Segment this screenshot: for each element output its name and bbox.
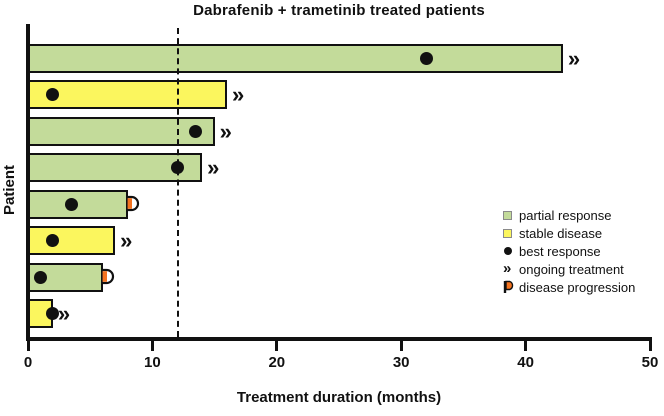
best-response-dot <box>33 270 47 284</box>
legend-item: partial response <box>503 206 635 224</box>
partial-response-swatch <box>503 210 512 220</box>
x-tick-label: 40 <box>517 354 534 371</box>
ongoing-treatment-chevron: » <box>567 46 580 71</box>
legend-item: stable disease <box>503 224 635 242</box>
best-response-dot <box>46 307 60 320</box>
patient-bar <box>28 44 563 73</box>
x-tick-label: 20 <box>268 354 286 371</box>
x-tick <box>150 341 154 351</box>
legend: partial response stable disease best respo… <box>503 206 635 296</box>
legend-label: stable disease <box>519 225 603 241</box>
disease-progression-flag-icon <box>503 280 514 293</box>
patient-bar <box>28 226 116 256</box>
legend-item: disease progression <box>503 278 635 296</box>
best-response-dot <box>65 197 79 211</box>
x-axis-line <box>26 337 652 341</box>
ongoing-treatment-chevron: » <box>219 118 232 144</box>
best-response-dot <box>419 52 433 65</box>
x-tick-label: 50 <box>641 354 659 371</box>
best-response-dot <box>189 124 203 138</box>
progression-flag-icon <box>100 268 115 290</box>
y-axis-line <box>26 24 30 341</box>
black-dot-icon <box>503 247 516 255</box>
green-square-icon <box>503 210 516 220</box>
ongoing-treatment-chevron: » <box>57 301 70 326</box>
x-tick <box>275 341 279 351</box>
legend-item: » ongoing treatment <box>503 260 635 278</box>
flag-icon <box>503 280 516 294</box>
x-tick-label: 0 <box>23 354 33 371</box>
y-axis-label: Patient <box>1 165 18 216</box>
patient-bar <box>28 116 215 146</box>
yellow-square-icon <box>503 228 516 238</box>
x-tick <box>399 341 403 351</box>
ongoing-treatment-chevron: » <box>120 228 132 254</box>
best-response-dot-icon <box>504 247 512 255</box>
legend-label: partial response <box>519 207 612 223</box>
ongoing-treatment-chevron: » <box>207 155 219 181</box>
plot-area: »»»»»» 0 10 20 30 40 50 <box>24 24 658 371</box>
patient-bar <box>28 153 203 183</box>
legend-label: best response <box>519 243 601 259</box>
x-tick <box>648 341 652 351</box>
chevrons-icon: » <box>503 260 516 277</box>
x-tick-label: 10 <box>144 354 161 371</box>
patient-bar <box>28 80 228 110</box>
legend-label: ongoing treatment <box>519 261 624 277</box>
progression-flag-icon <box>125 195 140 217</box>
best-response-dot <box>46 88 60 102</box>
best-response-dot <box>46 234 60 248</box>
legend-item: best response <box>503 242 635 260</box>
ongoing-treatment-chevron: » <box>232 82 244 108</box>
x-tick <box>524 341 528 351</box>
ongoing-chevron-icon: » <box>503 260 512 277</box>
reference-line-12-months <box>177 28 180 337</box>
x-tick <box>26 341 30 351</box>
x-tick-label: 30 <box>392 354 410 371</box>
stable-disease-swatch <box>503 228 512 238</box>
x-axis-label: Treatment duration (months) <box>236 389 442 406</box>
chart-title: Dabrafenib + trametinib treated patients <box>193 2 485 19</box>
legend-label: disease progression <box>519 279 636 295</box>
